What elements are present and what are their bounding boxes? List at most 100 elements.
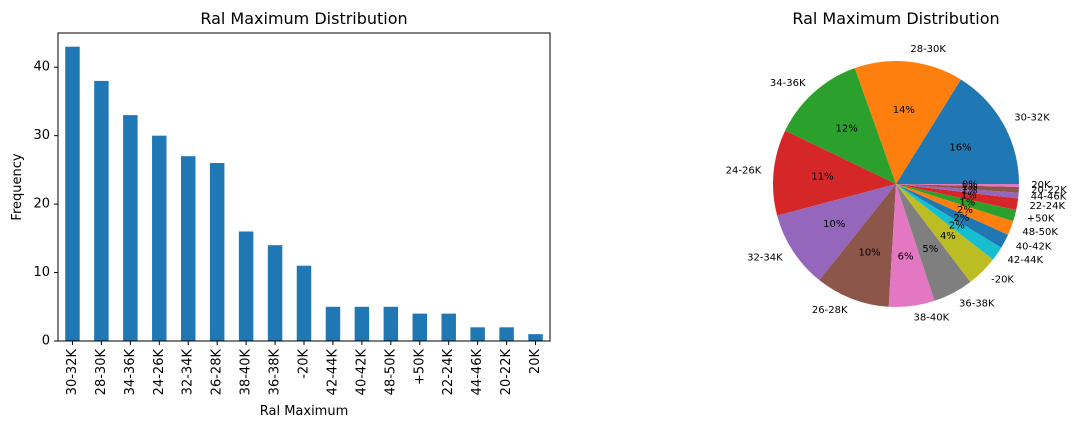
- pie-slice: [896, 184, 1020, 187]
- bar: [65, 46, 80, 341]
- pie-percent-label: 1%: [962, 182, 978, 193]
- pie-category-labels: 30-32K 28-30K 34-36K 24-26K 32-34K 26-28K 38-4…: [726, 44, 1068, 324]
- bar-series: [65, 46, 543, 341]
- pie-category-label: 34-36K: [770, 78, 806, 89]
- pie-percent-label: 1%: [959, 197, 975, 208]
- bar: [441, 313, 456, 341]
- pie-percent-label: 16%: [949, 143, 971, 154]
- bar: [383, 306, 399, 341]
- y-tick-label: 20: [33, 197, 50, 212]
- pie-category-label: 44-46K: [1031, 191, 1067, 202]
- pie-category-label: +50K: [1027, 213, 1055, 224]
- pie-slice: [896, 79, 1019, 184]
- bar: [325, 306, 341, 341]
- bar: [181, 156, 196, 341]
- pie-slice: [896, 184, 1019, 193]
- pie-slice: [896, 184, 971, 301]
- x-tick-label: 20-22K: [499, 349, 514, 396]
- pie-percent-label: 2%: [949, 220, 965, 231]
- x-tick-label: 34-36K: [123, 349, 138, 396]
- bar: [152, 135, 167, 341]
- pie-slice: [896, 184, 994, 282]
- x-tick-label: 42-44K: [325, 349, 340, 396]
- x-tick-label: 20K: [528, 349, 543, 375]
- pie-percent-label: 0%: [962, 179, 978, 190]
- pie-slice: [773, 130, 896, 216]
- x-tick-label: 22-24K: [441, 349, 456, 396]
- bar-chart-title: Ral Maximum Distribution: [200, 9, 407, 28]
- pie-category-label: 22-24K: [1029, 201, 1065, 212]
- pie-percent-label: 1%: [961, 191, 977, 202]
- x-tick-label: 26-28K: [210, 349, 225, 396]
- bar: [209, 163, 225, 341]
- pie-slice: [819, 184, 896, 307]
- pie-slice: [896, 184, 1009, 248]
- pie-slice: [785, 68, 896, 184]
- x-tick-label: 36-38K: [268, 349, 283, 396]
- pie-percent-label: 10%: [823, 219, 845, 230]
- pie-percent-label: 1%: [962, 185, 978, 196]
- pie-category-label: 30-32K: [1014, 113, 1050, 124]
- x-tick-label: 28-30K: [94, 349, 109, 396]
- pie-category-label: 24-26K: [726, 166, 762, 177]
- bar: [296, 265, 312, 341]
- x-tick-label: 30-32K: [65, 349, 80, 396]
- pie-slice: [888, 184, 935, 308]
- x-tick-label: 40-42K: [354, 349, 369, 396]
- bar: [354, 306, 370, 341]
- pie-category-label: 38-40K: [914, 313, 950, 324]
- y-tick-label: 40: [33, 60, 50, 75]
- bar: [528, 334, 543, 341]
- bar-plot-frame: [57, 32, 551, 342]
- bar: [499, 327, 514, 341]
- x-tick-label: 24-26K: [152, 349, 167, 396]
- bar: [412, 313, 427, 341]
- pie-chart: Ral Maximum Distribution 30-32K 28-30K 34-…: [726, 9, 1068, 324]
- pie-percent-label: 14%: [893, 105, 915, 116]
- pie-slices: [773, 60, 1020, 308]
- pie-category-label: 26-28K: [812, 305, 848, 316]
- pie-percent-label: 4%: [940, 231, 956, 242]
- bar: [470, 327, 485, 341]
- bar-chart-xlabel: Ral Maximum: [260, 404, 349, 419]
- pie-percent-label: 10%: [858, 247, 880, 258]
- bar-chart: Ral Maximum Distribution Ral Maximum Fre…: [10, 9, 551, 419]
- pie-category-label: 36-38K: [959, 298, 995, 309]
- bar: [238, 231, 254, 341]
- pie-percent-label: 2%: [957, 205, 973, 216]
- x-tick-label: 38-40K: [239, 349, 254, 396]
- pie-category-label: 20-22K: [1031, 185, 1067, 196]
- pie-category-label: 40-42K: [1016, 241, 1052, 252]
- pie-percent-label: 12%: [836, 124, 858, 135]
- pie-percent-label: 6%: [898, 252, 914, 263]
- pie-category-label: 28-30K: [910, 44, 946, 55]
- pie-percent-labels: 16%14%12%11%10%10% 6%5%4%2%2%2%1%1%1%1%0%: [811, 105, 977, 263]
- pie-slice: [896, 184, 1017, 222]
- pie-category-label: 48-50K: [1022, 227, 1058, 238]
- x-tick-label: -20K: [297, 349, 312, 379]
- y-tick-label: 30: [33, 128, 50, 143]
- y-tick-label: 10: [33, 265, 50, 280]
- bar-chart-ylabel: Frequency: [10, 153, 25, 220]
- pie-percent-label: 2%: [953, 213, 969, 224]
- bar: [123, 115, 138, 341]
- bar: [94, 80, 109, 341]
- x-tick-label: 44-46K: [470, 349, 485, 396]
- pie-slice: [896, 184, 1019, 210]
- pie-slice: [896, 184, 1002, 260]
- pie-slice: [854, 60, 961, 184]
- bar-x-ticks: 30-32K 28-30K 34-36K 24-26K 32-34K 26-28K 38-4…: [65, 341, 543, 395]
- pie-category-label: 42-44K: [1007, 255, 1043, 266]
- bar: [267, 245, 283, 341]
- pie-chart-title: Ral Maximum Distribution: [792, 9, 999, 28]
- pie-slice: [896, 184, 1019, 199]
- pie-percent-label: 11%: [811, 172, 833, 183]
- x-tick-label: 32-34K: [181, 349, 196, 396]
- x-tick-label: +50K: [412, 349, 427, 385]
- bar-y-ticks: 0 10 20 30 40: [33, 60, 58, 349]
- pie-category-label: 20K: [1031, 180, 1051, 191]
- pie-slice: [896, 184, 1014, 235]
- pie-percent-label: 5%: [922, 244, 938, 255]
